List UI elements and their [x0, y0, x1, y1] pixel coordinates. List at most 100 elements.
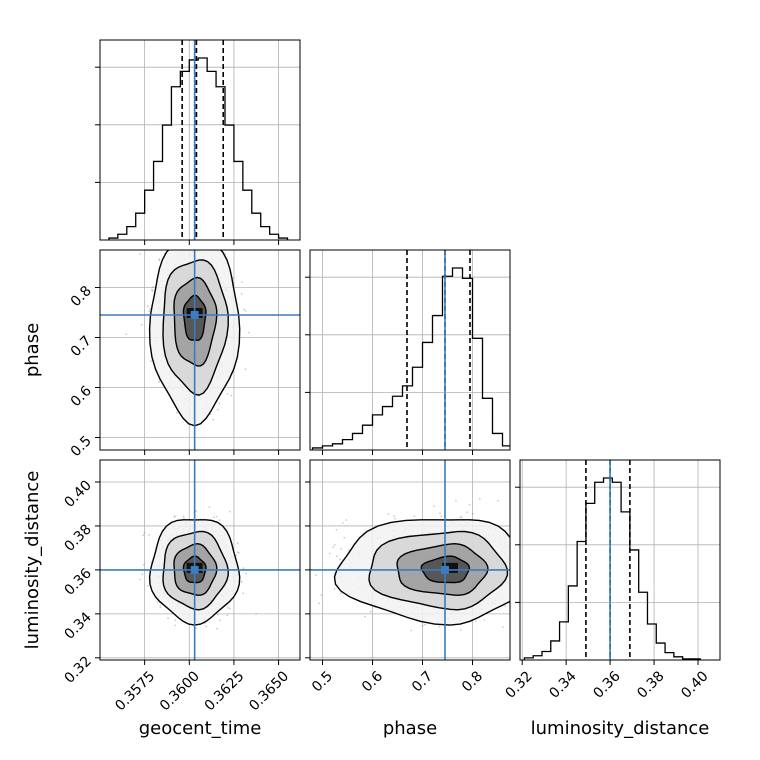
scatter-point	[212, 418, 215, 421]
y-axis-label-phase: phase	[22, 323, 43, 377]
scatter-point	[245, 572, 248, 575]
scatter-point	[455, 499, 457, 502]
scatter-point	[516, 587, 518, 589]
scatter-point	[483, 619, 486, 621]
scatter-point	[340, 592, 342, 594]
scatter-point	[141, 573, 144, 576]
scatter-point	[466, 511, 469, 513]
scatter-point	[176, 411, 179, 414]
scatter-point	[393, 515, 395, 517]
scatter-point	[198, 247, 200, 249]
scatter-point	[148, 533, 151, 536]
density-peak	[442, 562, 458, 573]
scatter-point	[224, 253, 227, 255]
scatter-point	[182, 243, 184, 245]
scatter-point	[340, 548, 342, 550]
scatter-point	[343, 536, 346, 539]
scatter-point	[195, 627, 198, 629]
scatter-point	[142, 534, 145, 537]
scatter-point	[159, 245, 161, 247]
x-tick-label: 0.38	[634, 668, 667, 701]
y-tick-label: 0.38	[61, 521, 94, 554]
scatter-point	[424, 623, 426, 626]
scatter-point	[242, 592, 245, 595]
scatter-point	[459, 629, 462, 631]
scatter-point	[185, 202, 187, 204]
scatter-point	[342, 522, 344, 524]
scatter-point	[143, 531, 146, 534]
scatter-point	[149, 307, 151, 310]
scatter-point	[213, 516, 215, 519]
scatter-point	[207, 237, 209, 239]
scatter-point	[333, 588, 336, 590]
scatter-point	[516, 561, 518, 563]
scatter-point	[215, 515, 218, 518]
panel-frame	[309, 249, 511, 451]
scatter-point	[478, 497, 481, 500]
panel-content	[520, 460, 720, 660]
scatter-point	[369, 610, 372, 613]
y-axis-label-luminosity-distance: luminosity_distance	[22, 471, 43, 650]
scatter-point	[304, 550, 306, 552]
scatter-point	[195, 510, 198, 513]
scatter-point	[394, 517, 396, 520]
scatter-point	[218, 402, 221, 405]
scatter-point	[335, 529, 338, 531]
scatter-point	[229, 607, 231, 610]
scatter-point	[216, 627, 219, 630]
y-tick-label: 0.8	[68, 283, 95, 310]
y-tick-label: 0.32	[61, 653, 94, 686]
scatter-point	[439, 512, 441, 515]
scatter-point	[320, 594, 323, 596]
scatter-point	[244, 368, 247, 371]
scatter-point	[208, 506, 211, 508]
joint-panel-phase-luminosity-distance: 0.5 0.6 0.7 0.8	[304, 459, 525, 695]
y-tick-label: 0.36	[61, 565, 94, 598]
scatter-point	[148, 310, 151, 312]
scatter-point	[364, 615, 366, 618]
x-tick-label: 0.34	[546, 668, 579, 701]
scatter-point	[328, 552, 331, 555]
scatter-point	[158, 381, 160, 384]
scatter-point	[243, 308, 246, 311]
scatter-point	[236, 542, 239, 544]
panel-content	[310, 250, 510, 450]
x-tick-label: 0.3625	[202, 668, 248, 714]
scatter-point	[510, 601, 512, 603]
scatter-point	[167, 247, 169, 249]
scatter-point	[125, 333, 127, 336]
scatter-point	[205, 247, 207, 249]
y-tick-label: 0.6	[68, 383, 95, 410]
scatter-point	[174, 619, 177, 621]
marginal-panel-phase	[305, 249, 511, 455]
scatter-point	[410, 629, 413, 632]
scatter-point	[226, 614, 229, 617]
scatter-point	[219, 619, 222, 622]
scatter-point	[523, 546, 525, 548]
y-tick-label: 0.40	[61, 477, 94, 510]
histogram-luminosity-distance	[523, 477, 701, 660]
x-tick-label: 0.3575	[112, 668, 158, 714]
panel-content	[100, 202, 300, 450]
scatter-point	[139, 253, 142, 255]
scatter-point	[180, 247, 182, 249]
scatter-point	[318, 602, 321, 605]
joint-panel-geocent-time-phase: 0.5 0.6 0.7 0.8	[68, 202, 301, 460]
panel-frame	[99, 249, 301, 451]
scatter-point	[387, 513, 390, 515]
panel-content	[100, 460, 300, 660]
scatter-point	[232, 277, 235, 279]
scatter-point	[511, 554, 513, 556]
scatter-point	[182, 515, 185, 518]
marginal-panel-geocent-time	[95, 39, 301, 245]
scatter-point	[497, 499, 499, 502]
x-tick-label: 0.5	[309, 668, 336, 695]
scatter-point	[468, 503, 471, 506]
scatter-point	[140, 323, 143, 326]
scatter-point	[158, 259, 161, 262]
scatter-point	[159, 606, 162, 609]
scatter-point	[460, 516, 463, 519]
scatter-point	[438, 625, 441, 628]
scatter-point	[471, 512, 474, 515]
